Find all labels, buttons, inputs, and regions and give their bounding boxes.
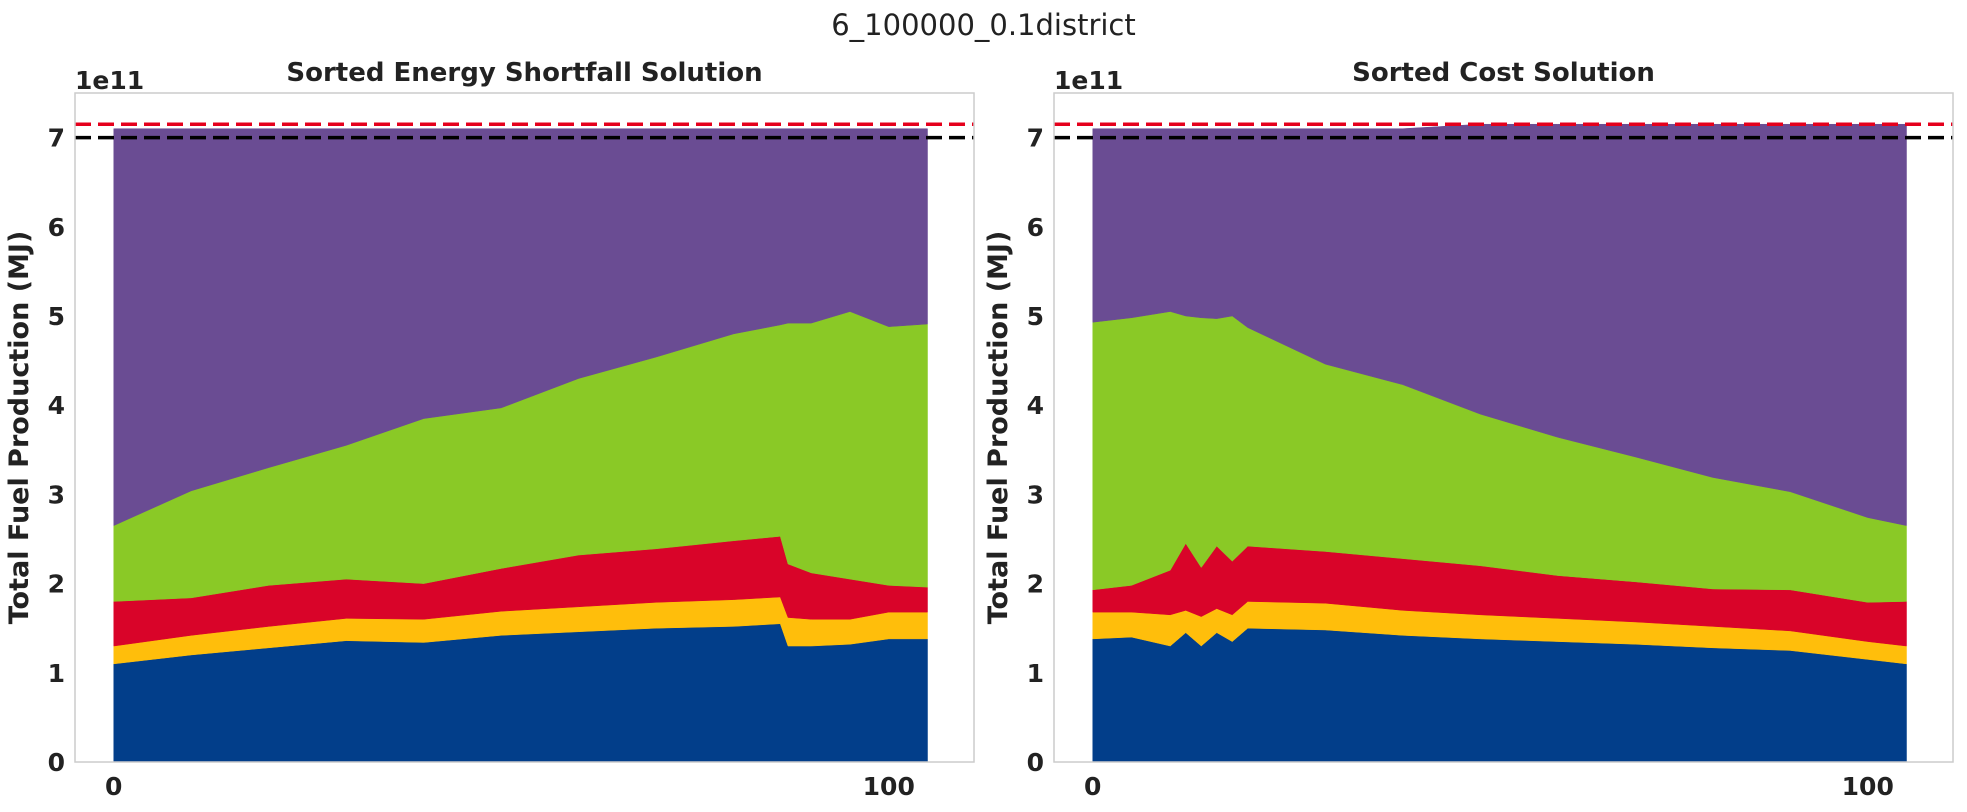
- area-series-5: [1092, 123, 1907, 526]
- y-tick-label: 4: [1027, 391, 1044, 420]
- y-offset-label: 1e11: [75, 66, 144, 95]
- x-tick-label: 0: [1084, 772, 1101, 801]
- axes-frame: [74, 92, 975, 763]
- y-tick-label: 1: [1027, 659, 1044, 688]
- y-tick-label: 2: [48, 570, 65, 599]
- y-tick-label: 7: [48, 124, 65, 153]
- plot-area: [1054, 122, 1953, 762]
- y-tick-label: 5: [1027, 302, 1044, 331]
- y-axis-label: Total Fuel Production (MJ): [983, 231, 1014, 625]
- chart-panel-2: Sorted Cost Solution 1e11 0 1 2 3 4 5 6 7 0 100 Tota…: [983, 58, 1954, 801]
- chart-title: Sorted Cost Solution: [1352, 58, 1655, 88]
- y-tick-label: 7: [1027, 124, 1044, 153]
- chart-title: Sorted Energy Shortfall Solution: [286, 58, 762, 88]
- y-tick-label: 0: [1027, 748, 1044, 777]
- chart-panel-1: Sorted Energy Shortfall Solution 1e11 0 1 2 3…: [4, 58, 975, 801]
- y-tick-label: 0: [48, 748, 65, 777]
- x-tick-label: 100: [863, 772, 915, 801]
- x-tick-label: 0: [105, 772, 122, 801]
- y-tick-label: 6: [1027, 213, 1044, 242]
- y-tick-label: 6: [48, 213, 65, 242]
- y-axis-label: Total Fuel Production (MJ): [4, 231, 35, 625]
- y-tick-label: 3: [48, 480, 65, 509]
- axes-frame: [1053, 92, 1954, 763]
- y-tick-label: 2: [1027, 570, 1044, 599]
- y-tick-label: 3: [1027, 480, 1044, 509]
- area-series-5: [113, 128, 928, 527]
- figure-title: 6_100000_0.1district: [831, 8, 1136, 42]
- x-tick-label: 100: [1842, 772, 1894, 801]
- y-tick-label: 5: [48, 302, 65, 331]
- plot-area: [75, 122, 974, 762]
- y-tick-label: 4: [48, 391, 65, 420]
- y-tick-label: 1: [48, 659, 65, 688]
- y-offset-label: 1e11: [1054, 66, 1123, 95]
